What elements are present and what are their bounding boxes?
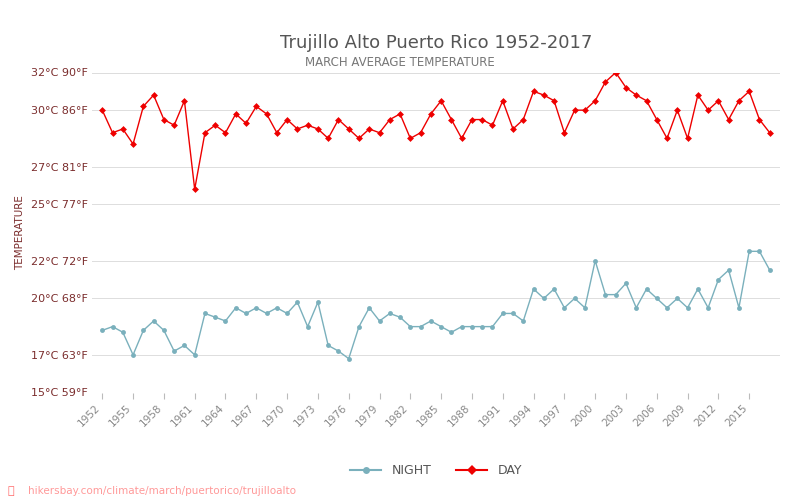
Text: MARCH AVERAGE TEMPERATURE: MARCH AVERAGE TEMPERATURE [305,56,495,69]
Legend: NIGHT, DAY: NIGHT, DAY [345,459,527,482]
Title: Trujillo Alto Puerto Rico 1952-2017: Trujillo Alto Puerto Rico 1952-2017 [280,34,592,52]
Text: 📍: 📍 [8,486,14,496]
Text: hikersbay.com/climate/march/puertorico/trujilloalto: hikersbay.com/climate/march/puertorico/t… [28,486,296,496]
Y-axis label: TEMPERATURE: TEMPERATURE [15,195,25,270]
